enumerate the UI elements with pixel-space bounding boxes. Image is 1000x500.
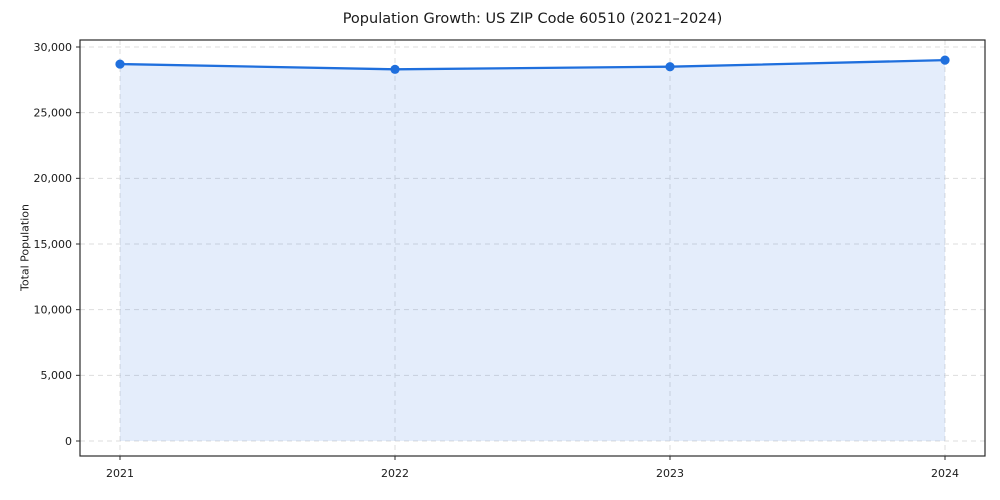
y-tick-label: 10,000 bbox=[34, 303, 73, 316]
data-point-marker bbox=[940, 55, 950, 65]
y-tick-label: 5,000 bbox=[41, 369, 73, 382]
y-tick-label: 15,000 bbox=[34, 238, 73, 251]
chart-title: Population Growth: US ZIP Code 60510 (20… bbox=[342, 11, 723, 27]
y-tick-label: 25,000 bbox=[34, 106, 73, 119]
x-tick-label: 2022 bbox=[381, 467, 409, 480]
plot-background bbox=[80, 40, 985, 456]
x-tick-label: 2021 bbox=[106, 467, 134, 480]
x-tick-label: 2023 bbox=[656, 467, 684, 480]
series-line bbox=[118, 58, 947, 71]
area-fill bbox=[120, 60, 945, 442]
y-tick-label: 0 bbox=[65, 435, 72, 448]
data-point-marker bbox=[115, 59, 125, 69]
data-point-marker bbox=[390, 64, 400, 74]
y-tick-label: 20,000 bbox=[34, 172, 73, 185]
data-point-marker bbox=[665, 62, 675, 72]
axes-box bbox=[79, 39, 986, 457]
x-tick-label: 2024 bbox=[931, 467, 959, 480]
y-tick-label: 30,000 bbox=[34, 41, 73, 54]
